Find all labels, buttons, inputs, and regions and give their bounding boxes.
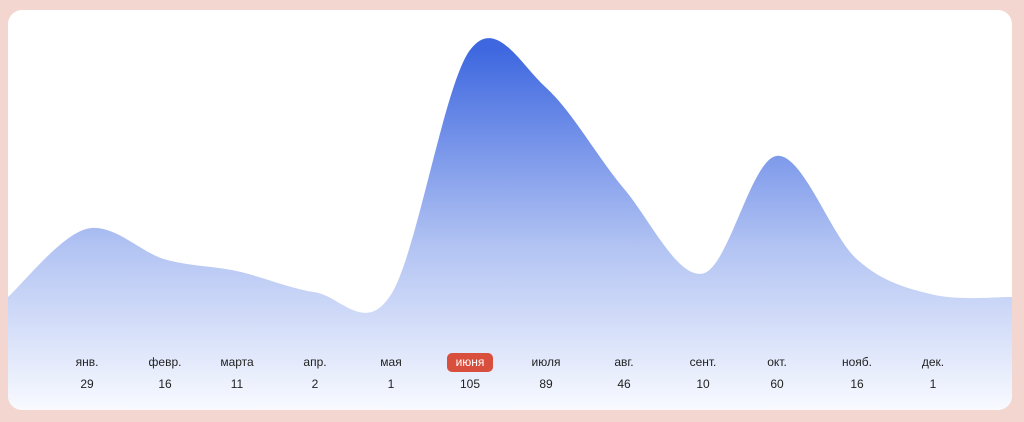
value-label: 105 bbox=[460, 377, 480, 391]
month-label: июля bbox=[532, 355, 561, 369]
area-edge bbox=[8, 228, 87, 410]
month-label: янв. bbox=[76, 355, 99, 369]
plot bbox=[8, 38, 1012, 410]
value-label: 16 bbox=[158, 377, 172, 391]
month-label: апр. bbox=[303, 355, 326, 369]
month-label: марта bbox=[220, 355, 254, 369]
month-label: февр. bbox=[149, 355, 182, 369]
value-label: 2 bbox=[312, 377, 319, 391]
value-label: 11 bbox=[231, 377, 244, 391]
value-label: 46 bbox=[617, 377, 631, 391]
area-edge bbox=[933, 294, 1012, 410]
month-label: окт. bbox=[767, 355, 787, 369]
value-label: 89 bbox=[539, 377, 553, 391]
month-label: дек. bbox=[922, 355, 944, 369]
value-label: 1 bbox=[930, 377, 937, 391]
month-label: нояб. bbox=[842, 355, 872, 369]
area bbox=[87, 38, 933, 410]
value-label: 29 bbox=[80, 377, 94, 391]
value-label: 16 bbox=[850, 377, 864, 391]
labels: янв. 29 февр. 16 марта 11 апр. 2 мая 1 июня 105 июля… bbox=[76, 353, 944, 391]
value-label: 10 bbox=[696, 377, 710, 391]
highlight-pill bbox=[447, 353, 493, 372]
month-label: июня bbox=[456, 355, 485, 369]
value-label: 60 bbox=[770, 377, 784, 391]
month-label: мая bbox=[380, 355, 401, 369]
value-label: 1 bbox=[388, 377, 395, 391]
month-label: авг. bbox=[614, 355, 633, 369]
month-label: сент. bbox=[690, 355, 717, 369]
